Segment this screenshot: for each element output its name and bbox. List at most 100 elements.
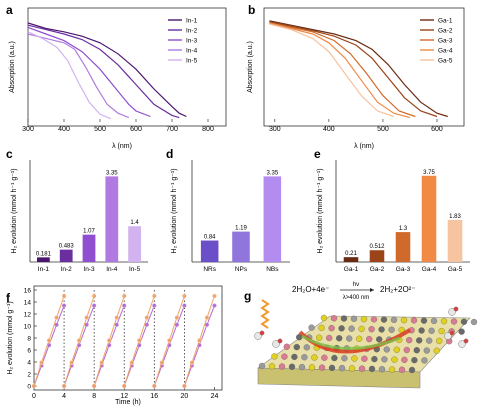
arrow-top-label: hν: [353, 282, 359, 288]
water-molecule: [272, 340, 280, 348]
legend-label-in-3: In-3: [186, 38, 198, 45]
lattice-atom: [400, 316, 408, 324]
legend-label-ga-3: Ga-3: [438, 38, 453, 45]
bar-value-label: 0.84: [204, 235, 216, 241]
data-point: [114, 315, 120, 320]
panel-letter-f: f: [6, 291, 11, 305]
legend-label-in-1: In-1: [186, 18, 198, 25]
x-tick-label-f: 8: [92, 393, 96, 400]
data-point: [39, 360, 44, 365]
bar-in-5: [128, 226, 141, 262]
lattice-atom: [326, 334, 333, 342]
lattice-atom: [450, 318, 458, 325]
lattice-atom: [318, 364, 326, 371]
legend-label-in-4: In-4: [186, 48, 198, 55]
panel-letter-a: a: [6, 3, 13, 17]
lattice-atom: [398, 366, 406, 373]
oxygen-atom: [453, 306, 459, 312]
lattice-atom: [328, 324, 335, 332]
data-point: [204, 315, 210, 320]
panel-letter-g: g: [244, 289, 251, 303]
lattice-atom: [321, 354, 328, 361]
data-point: [151, 303, 157, 308]
ylabel-f: H₂ evolution (mmol g⁻¹): [7, 301, 14, 374]
lattice-atom: [330, 315, 338, 322]
data-point: [121, 293, 127, 299]
lattice-atom: [376, 336, 383, 343]
lattice-atom: [358, 365, 366, 372]
lattice-atom: [390, 316, 398, 324]
lattice-atom: [393, 346, 400, 353]
y-tick-label-f: 0: [27, 384, 31, 391]
absorption-line-ga-4: [269, 22, 411, 119]
panel-a: a 300 400 500 600 700 800 In-1In-2In-3In-4In-…: [6, 3, 227, 150]
plot-frame-a: [27, 7, 227, 127]
x-tick-label-f: 24: [211, 393, 219, 400]
ylabel-e: H₂ evolution (mmol h⁻¹ g⁻¹): [317, 168, 324, 253]
lattice-atom: [406, 336, 413, 344]
data-point: [159, 360, 165, 365]
bars-d: 0.84 NRs 1.19 NPs 3.35 NBs: [200, 170, 282, 273]
legend-label-in-5: In-5: [186, 58, 198, 65]
data-point: [189, 360, 195, 365]
plot-frame-b: [263, 7, 465, 127]
data-point: [31, 383, 37, 389]
panel-letter-d: d: [166, 147, 173, 161]
data-point: [91, 293, 97, 299]
y-tick-label-f: 12: [24, 312, 32, 319]
lattice-atom: [470, 318, 478, 326]
ylabel-d: H₂ evolution (mmol h⁻¹ g⁻¹): [171, 168, 178, 253]
y-tick-label-f: 10: [24, 324, 32, 331]
absorption-line-in-2: [27, 24, 180, 119]
lattice-atom: [438, 327, 445, 335]
absorption-line-in-5: [27, 31, 112, 120]
bar-in-3: [82, 234, 96, 262]
lattice-atom: [341, 355, 348, 362]
lattice-atom: [378, 326, 385, 333]
catalyst-slab: [257, 315, 471, 373]
lattice-atom: [288, 363, 296, 370]
lattice-atom: [418, 327, 425, 334]
x-tick-label-f: 12: [120, 393, 128, 400]
lattice-atom: [318, 324, 325, 332]
lattice-atom: [340, 315, 348, 322]
oxygen-atom: [449, 330, 455, 336]
category-label: NRs: [203, 266, 216, 273]
lattice-atom: [308, 364, 316, 371]
bar-in-4: [105, 176, 119, 262]
water-molecule: [448, 308, 456, 316]
lattice-atom: [278, 363, 286, 370]
data-point: [181, 293, 187, 299]
green-transfer-arrow: [301, 334, 401, 350]
xlabel-a: λ (nm): [112, 143, 132, 150]
series-lines-a: [27, 22, 187, 120]
lattice-atom: [383, 346, 390, 353]
lattice-atom: [271, 353, 278, 360]
x-tick-label-a: 400: [58, 126, 70, 133]
bar-in-1: [37, 257, 50, 262]
lattice-atom: [346, 335, 353, 342]
x-tick-label-f: 20: [181, 393, 189, 400]
lattice-atom: [361, 355, 368, 362]
oxygen-atom: [259, 330, 265, 336]
lattice-atom: [423, 347, 430, 354]
lattice-atom: [283, 343, 290, 350]
lattice-atom: [308, 324, 315, 331]
lattice-atom: [331, 354, 338, 362]
panel-b: b 300 400 500 600 Ga-1 Ga-2 Ga-3 Ga-4 Ga-5 λ (n…: [247, 3, 465, 150]
lattice-atom: [403, 346, 410, 354]
lattice-atom: [433, 347, 440, 354]
bar-value-label: 0.483: [59, 244, 75, 250]
lattice-atom: [281, 353, 288, 360]
data-point: [181, 383, 187, 389]
bars-c: 0.181 In-1 0.483 In-2 1.07 In-3 3.35 In-4 1.4 In-…: [36, 170, 141, 273]
y-tick-label-f: 6: [27, 348, 31, 355]
y-tick-label-f: 4: [27, 360, 31, 367]
data-point: [151, 293, 157, 299]
x-tick-label-a: 600: [130, 126, 142, 133]
absorption-line-in-3: [27, 26, 151, 118]
legend-label-ga-1: Ga-1: [438, 18, 453, 25]
